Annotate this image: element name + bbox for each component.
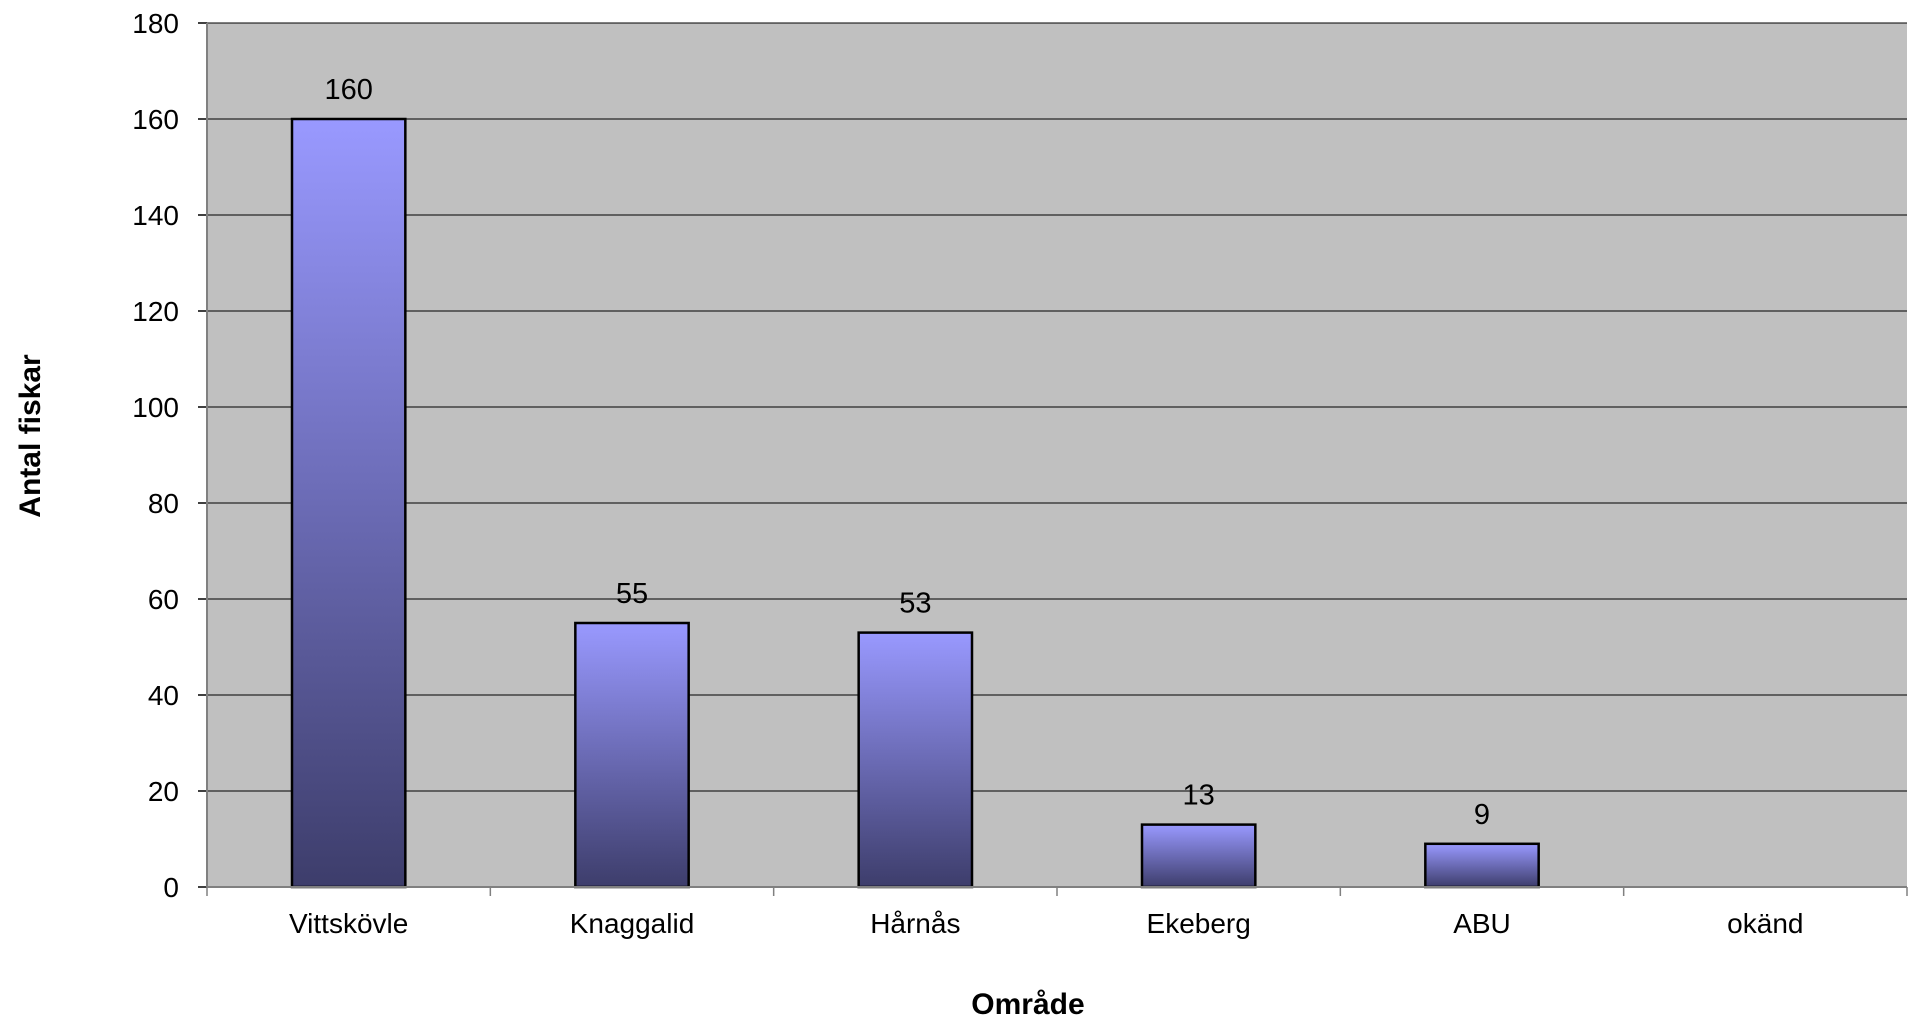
gridlines <box>207 22 1907 792</box>
y-axis-title: Antal fiskar <box>14 354 47 518</box>
y-tick-label: 100 <box>132 392 179 423</box>
data-label: 13 <box>1183 780 1215 812</box>
x-tick-labels: Vittskövle Knaggalid Hårnås Ekeberg ABU okänd <box>289 908 1803 939</box>
data-label: 9 <box>1474 799 1490 831</box>
y-tick-label: 0 <box>163 872 179 903</box>
y-tick-label: 160 <box>132 104 179 135</box>
y-tick-label: 180 <box>132 8 179 39</box>
plot-area <box>207 23 1907 887</box>
bar-hårnås <box>857 631 974 889</box>
data-label: 160 <box>324 74 372 106</box>
bars <box>290 117 1540 889</box>
data-label: 55 <box>616 578 648 610</box>
bar-ekeberg <box>1140 823 1257 889</box>
x-tick-label: Hårnås <box>870 908 960 939</box>
x-tick-label: Knaggalid <box>570 908 695 939</box>
bar-knaggalid <box>574 621 690 889</box>
bar-abu <box>1424 842 1540 889</box>
y-tick-label: 80 <box>148 488 179 519</box>
x-tick-label: okänd <box>1727 908 1803 939</box>
x-axis-title: Område <box>971 988 1084 1021</box>
x-tick-label: Ekeberg <box>1147 908 1251 939</box>
y-tick-label: 120 <box>132 296 179 327</box>
y-tick-label: 140 <box>132 200 179 231</box>
y-tick-labels: 0 20 40 60 80 100 120 140 160 180 <box>132 8 179 903</box>
data-labels: 160 55 53 13 9 <box>324 74 1490 831</box>
y-tick-label: 60 <box>148 584 179 615</box>
x-tick-label: ABU <box>1453 908 1511 939</box>
bar-vittskövle <box>290 117 407 889</box>
y-tick-label: 40 <box>148 680 179 711</box>
data-label: 53 <box>899 588 931 620</box>
y-tick-label: 20 <box>148 776 179 807</box>
axes <box>198 22 1908 896</box>
x-tick-label: Vittskövle <box>289 908 408 939</box>
